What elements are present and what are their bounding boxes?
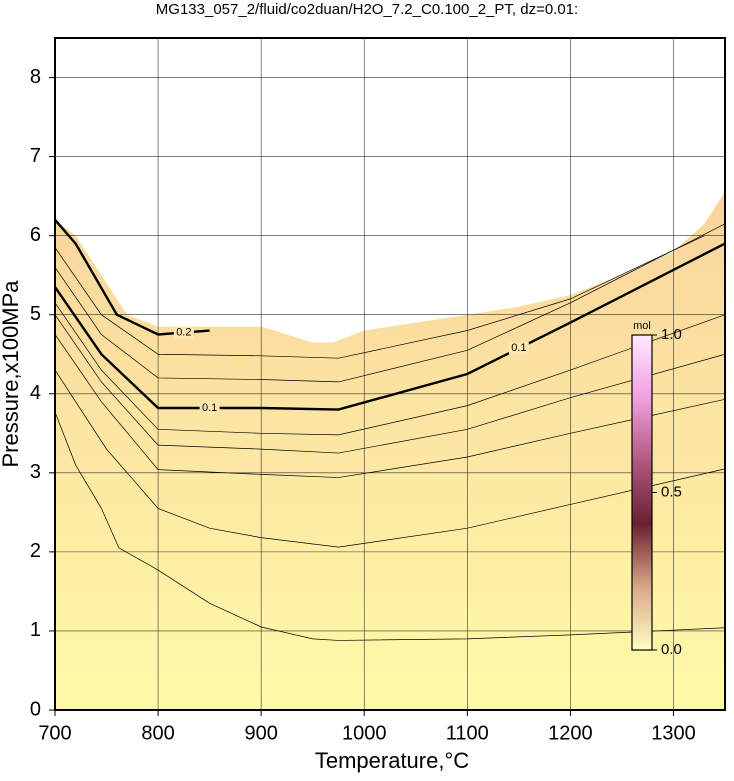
y-tick-label: 8 — [30, 66, 41, 88]
contour-label: 0.2 — [176, 326, 191, 338]
x-tick-label: 1100 — [446, 722, 489, 744]
contour-label: 0.1 — [511, 342, 526, 354]
contour-label: 0.1 — [202, 402, 217, 414]
contour-line — [54, 223, 726, 383]
y-tick-label: 2 — [30, 540, 41, 562]
contour-line — [54, 314, 726, 454]
y-tick-label: 0 — [30, 698, 41, 720]
y-tick-label: 3 — [30, 461, 41, 483]
y-axis-label: Pressure,x100MPa — [0, 280, 23, 468]
plot-frame — [54, 37, 726, 711]
x-tick-label: 1300 — [651, 722, 696, 744]
colorbar-label: mol — [633, 320, 651, 332]
contour-line — [54, 302, 726, 436]
x-tick-label: 900 — [244, 722, 277, 744]
contour-label-bg — [199, 401, 220, 414]
y-tick-label: 1 — [30, 619, 41, 641]
contour-line — [54, 369, 726, 548]
x-tick-label: 1000 — [342, 722, 387, 744]
x-tick-label: 700 — [38, 722, 71, 744]
y-tick-label: 6 — [30, 224, 41, 246]
colorbar-tick-label: 0.0 — [661, 641, 682, 658]
contour-line — [54, 334, 726, 478]
contour-label-bg — [173, 326, 194, 339]
y-tick-label: 7 — [30, 145, 41, 167]
colorbar — [631, 334, 653, 651]
y-tick-label: 4 — [30, 382, 41, 404]
y-tick-label: 5 — [30, 303, 41, 325]
contour-line — [54, 235, 705, 359]
x-tick-label: 1200 — [548, 722, 593, 744]
x-axis-label: Temperature,°C — [315, 748, 469, 773]
colorbar-tick-label: 1.0 — [661, 326, 682, 343]
colorbar-tick-label: 0.5 — [661, 483, 682, 500]
chart-title: MG133_057_2/fluid/co2duan/H2O_7.2_C0.100… — [156, 1, 578, 18]
contour-line — [54, 242, 726, 411]
contour-line — [54, 411, 726, 641]
x-tick-label: 800 — [141, 722, 174, 744]
contour-label-bg — [508, 342, 529, 355]
stable-field — [55, 192, 725, 711]
